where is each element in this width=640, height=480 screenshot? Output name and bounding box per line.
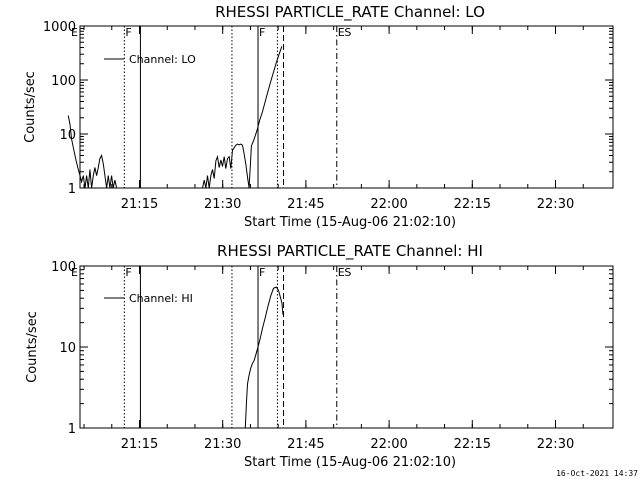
panel-lo: RHESSI PARTICLE_RATE Channel: LO 21:15 21… — [23, 3, 614, 230]
event-marker-label: S — [344, 26, 351, 39]
event-marker-label: E — [71, 266, 78, 279]
x-tick-label: 22:15 — [454, 197, 491, 212]
axis-ticks-hi: 21:15 21:30 21:45 22:00 22:15 22:30 1 10 100 — [51, 260, 613, 452]
event-marker-label: E — [338, 26, 345, 39]
legend-label-lo: Channel: LO — [129, 53, 196, 66]
legend-hi: Channel: HI — [104, 292, 193, 305]
x-tick-label: 21:45 — [287, 437, 324, 452]
y-tick-label: 1 — [68, 422, 76, 437]
panel-hi: RHESSI PARTICLE_RATE Channel: HI 21:15 21… — [25, 242, 614, 470]
x-tick-label: 22:00 — [370, 437, 407, 452]
event-marker-label: F — [125, 26, 131, 39]
event-marker-label: S — [344, 266, 351, 279]
x-tick-label: 21:15 — [121, 437, 158, 452]
chart-title-lo: RHESSI PARTICLE_RATE Channel: LO — [215, 3, 485, 22]
y-tick-label: 100 — [51, 260, 76, 275]
y-axis-label-hi: Counts/sec — [25, 311, 40, 383]
legend-lo: Channel: LO — [104, 53, 196, 66]
x-axis-label-lo: Start Time (15-Aug-06 21:02:10) — [244, 215, 456, 230]
x-tick-label: 21:15 — [121, 197, 158, 212]
y-tick-label: 10 — [59, 341, 76, 356]
x-axis-label-hi: Start Time (15-Aug-06 21:02:10) — [244, 455, 456, 470]
x-tick-label: 21:45 — [287, 197, 324, 212]
series-line-hi — [244, 286, 284, 429]
event-marker-label: F — [125, 266, 131, 279]
chart-title-hi: RHESSI PARTICLE_RATE Channel: HI — [217, 242, 483, 261]
series-line-lo — [67, 46, 283, 189]
y-tick-label: 1 — [68, 182, 76, 197]
event-marker-label: F — [259, 266, 265, 279]
event-marker-label: F — [259, 26, 265, 39]
plot-frame-hi — [79, 265, 614, 429]
x-tick-label: 22:15 — [454, 437, 491, 452]
x-tick-label: 22:00 — [370, 197, 407, 212]
legend-label-hi: Channel: HI — [129, 292, 193, 305]
y-tick-label: 10 — [59, 128, 76, 143]
event-marker-label: E — [338, 266, 345, 279]
event-marker-label: E — [71, 26, 78, 39]
y-tick-label: 1000 — [43, 20, 76, 35]
x-tick-label: 22:30 — [537, 197, 574, 212]
y-axis-label-lo: Counts/sec — [23, 71, 38, 143]
axis-ticks-lo: 21:15 21:30 21:45 22:00 22:15 22:30 1 10 100 1000 — [43, 20, 613, 212]
x-tick-label: 21:30 — [204, 197, 241, 212]
plot-frame-lo — [79, 25, 614, 189]
x-tick-label: 22:30 — [537, 437, 574, 452]
x-tick-label: 21:30 — [204, 437, 241, 452]
y-tick-label: 100 — [51, 74, 76, 89]
timestamp: 16-Oct-2021 14:37 — [556, 469, 638, 478]
